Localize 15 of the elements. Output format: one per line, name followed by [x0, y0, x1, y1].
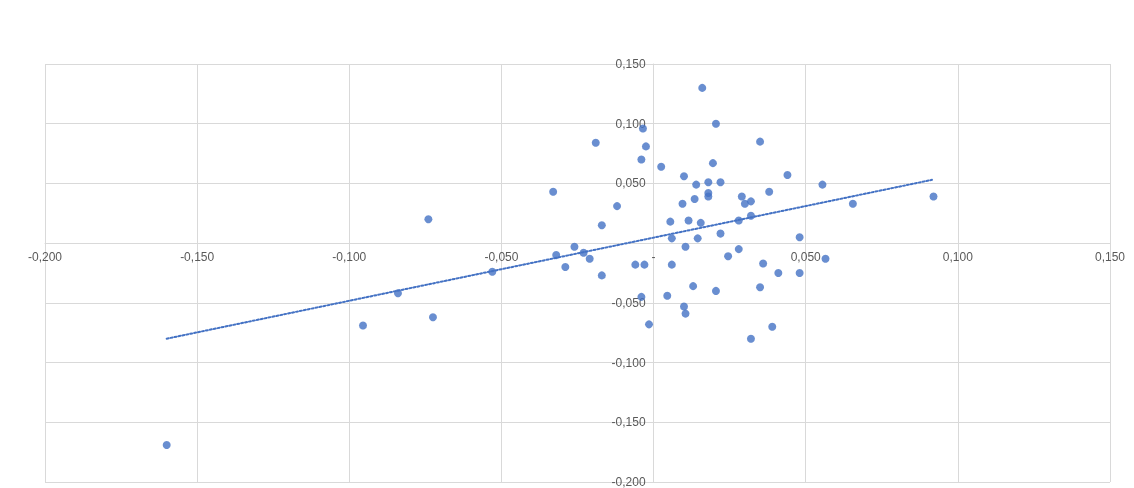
- x-tick-label: -0,100: [332, 250, 367, 265]
- y-tick-label: -0,150: [611, 415, 646, 430]
- y-tick-label: -0,100: [611, 355, 646, 370]
- y-tick-label: -0,050: [611, 295, 646, 310]
- x-tick-label: 0,150: [1094, 250, 1126, 265]
- x-tick-label: -0,200: [27, 250, 63, 265]
- y-tick-label: 0,150: [615, 57, 646, 71]
- x-tick-label: -0,050: [484, 250, 519, 265]
- x-tick-label: 0,050: [790, 250, 822, 265]
- x-tick-label: 0,100: [942, 250, 974, 265]
- y-tick-label: 0,050: [615, 176, 646, 191]
- y-tick-label: 0,100: [615, 116, 646, 131]
- y-tick-label: -0,200: [611, 475, 646, 488]
- x-tick-label: -: [651, 250, 656, 265]
- x-tick-label: -0,150: [180, 250, 215, 265]
